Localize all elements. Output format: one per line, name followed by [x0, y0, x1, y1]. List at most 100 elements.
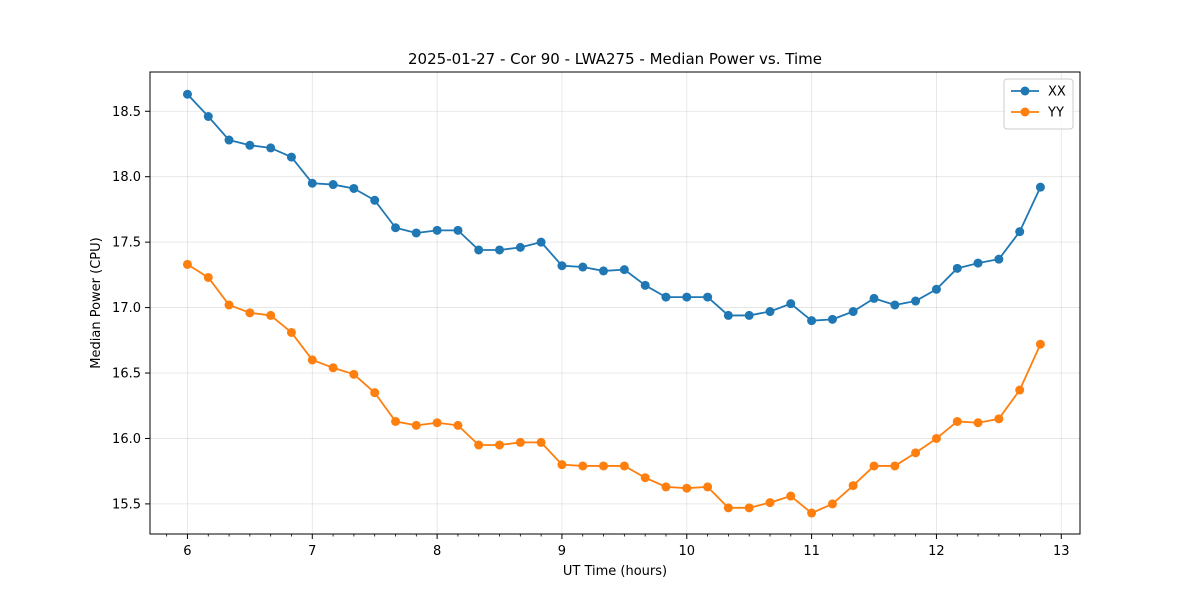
- data-point-yy: [640, 473, 650, 483]
- data-point-yy: [453, 420, 463, 430]
- data-point-yy: [890, 461, 900, 471]
- y-axis-label: Median Power (CPU): [89, 237, 104, 368]
- x-tick-label: 7: [308, 544, 316, 559]
- data-point-xx: [931, 284, 941, 294]
- data-point-yy: [391, 416, 401, 426]
- data-point-yy: [578, 461, 588, 471]
- data-point-xx: [890, 300, 900, 310]
- data-point-xx: [453, 225, 463, 235]
- data-point-yy: [827, 499, 837, 509]
- data-point-xx: [557, 261, 567, 271]
- data-point-yy: [682, 483, 692, 493]
- data-point-yy: [744, 503, 754, 513]
- data-point-xx: [827, 314, 837, 324]
- data-point-yy: [619, 461, 629, 471]
- plot-frame: [149, 71, 1081, 535]
- data-point-xx: [391, 223, 401, 233]
- data-point-yy: [432, 418, 442, 428]
- legend-marker-xx: [1020, 86, 1030, 96]
- data-point-xx: [515, 242, 525, 252]
- data-point-yy: [1035, 339, 1045, 349]
- data-point-yy: [869, 461, 879, 471]
- data-point-yy: [599, 461, 609, 471]
- x-tick-label: 6: [183, 544, 191, 559]
- x-axis: 6 7 8 9 10 11 12 13: [166, 534, 1070, 559]
- data-point-xx: [1035, 182, 1045, 192]
- data-point-xx: [911, 296, 921, 306]
- grid: [150, 72, 1080, 534]
- y-tick-label: 18.0: [112, 170, 141, 185]
- y-tick-label: 18.5: [112, 105, 141, 120]
- data-point-xx: [619, 265, 629, 275]
- data-point-xx: [640, 280, 650, 290]
- data-point-xx: [848, 307, 858, 317]
- x-tick-label: 9: [558, 544, 566, 559]
- data-point-xx: [973, 258, 983, 268]
- x-axis-label: UT Time (hours): [563, 564, 667, 579]
- data-point-yy: [557, 460, 567, 470]
- data-point-yy: [286, 327, 296, 337]
- data-point-xx: [765, 307, 775, 317]
- data-point-xx: [536, 237, 546, 247]
- data-point-yy: [703, 482, 713, 492]
- y-tick-label: 17.0: [112, 301, 141, 316]
- data-point-xx: [245, 140, 255, 150]
- data-point-xx: [266, 143, 276, 153]
- data-point-yy: [328, 363, 338, 373]
- legend-label-yy: YY: [1047, 106, 1064, 121]
- series-markers: [182, 89, 1045, 518]
- data-point-xx: [328, 180, 338, 190]
- data-point-yy: [349, 369, 359, 379]
- y-tick-label: 16.0: [112, 432, 141, 447]
- data-point-xx: [224, 135, 234, 145]
- data-point-xx: [869, 293, 879, 303]
- data-point-xx: [599, 266, 609, 276]
- data-point-xx: [286, 152, 296, 162]
- x-tick-label: 13: [1053, 544, 1070, 559]
- data-point-xx: [661, 292, 671, 302]
- data-point-yy: [931, 433, 941, 443]
- y-tick-label: 17.5: [112, 236, 141, 251]
- data-point-yy: [661, 482, 671, 492]
- data-point-yy: [224, 300, 234, 310]
- data-point-yy: [266, 310, 276, 320]
- x-tick-label: 12: [928, 544, 945, 559]
- data-point-xx: [349, 183, 359, 193]
- data-point-yy: [952, 416, 962, 426]
- data-point-yy: [307, 355, 317, 365]
- legend: XX YY: [1003, 78, 1074, 130]
- y-axis: 15.5 16.0 16.5 17.0 17.5 18.0 18.5: [112, 105, 150, 512]
- data-point-yy: [911, 448, 921, 458]
- data-point-xx: [786, 299, 796, 309]
- data-point-yy: [973, 418, 983, 428]
- data-point-xx: [682, 292, 692, 302]
- data-point-xx: [703, 292, 713, 302]
- data-point-xx: [994, 254, 1004, 264]
- data-point-xx: [578, 262, 588, 272]
- legend-label-xx: XX: [1048, 85, 1066, 100]
- data-point-yy: [495, 440, 505, 450]
- data-point-xx: [432, 225, 442, 235]
- data-point-xx: [952, 263, 962, 273]
- data-point-yy: [786, 491, 796, 501]
- data-point-yy: [182, 259, 192, 269]
- data-point-xx: [203, 111, 213, 121]
- data-point-yy: [848, 481, 858, 491]
- data-point-yy: [723, 503, 733, 513]
- data-point-xx: [1015, 227, 1025, 237]
- data-point-yy: [370, 388, 380, 398]
- x-tick-label: 10: [679, 544, 696, 559]
- data-point-yy: [411, 420, 421, 430]
- data-point-yy: [515, 437, 525, 447]
- data-point-yy: [1015, 385, 1025, 395]
- legend-marker-yy: [1020, 107, 1030, 117]
- data-point-xx: [474, 245, 484, 255]
- chart-title: 2025-01-27 - Cor 90 - LWA275 - Median Po…: [408, 50, 822, 68]
- data-point-xx: [744, 310, 754, 320]
- data-point-yy: [807, 508, 817, 518]
- data-point-xx: [411, 228, 421, 238]
- data-point-yy: [994, 414, 1004, 424]
